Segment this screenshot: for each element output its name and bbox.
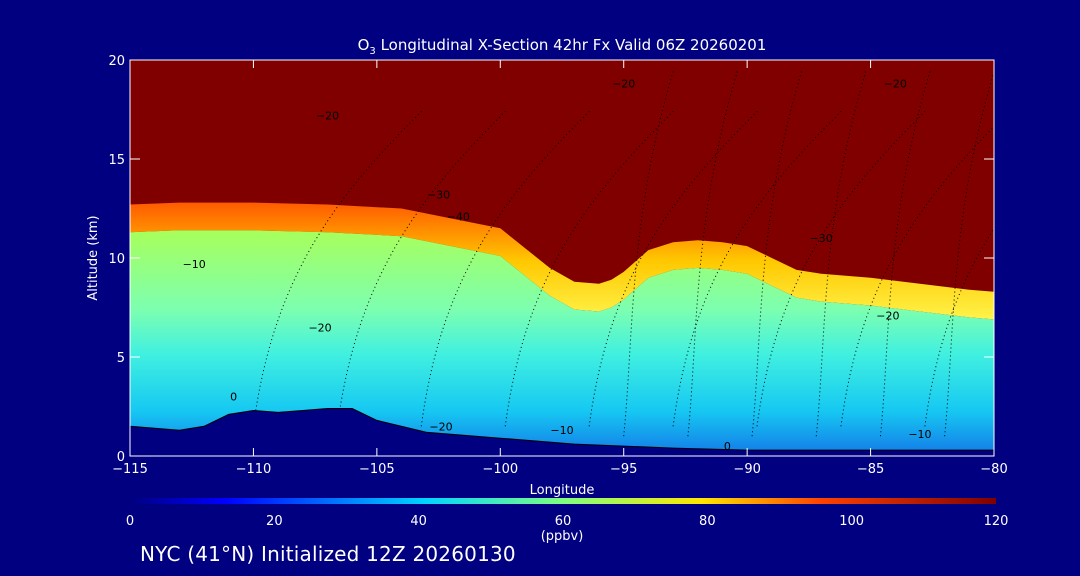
x-tick-label: −90 [733, 462, 760, 477]
contour-label: −10 [550, 424, 573, 437]
tropopause-gradient-band [130, 202, 994, 320]
plot-area: −10 −20 −20 −10 −20 −20 −30 −40 −30 −20 −10 −20 0 0 [130, 60, 994, 456]
contour-label: −30 [427, 189, 450, 202]
x-tick-label: −115 [112, 462, 148, 477]
contour-label: −20 [429, 420, 452, 433]
colorbar-tick-label: 0 [126, 514, 134, 529]
chart-title: O3 Longitudinal X-Section 42hr Fx Valid … [358, 36, 767, 57]
x-axis: −115 −110 −105 −100 −95 −90 −85 −80 [112, 60, 1008, 477]
contour-line [588, 109, 760, 427]
contour-line [336, 109, 508, 427]
x-axis-label: Longitude [530, 483, 595, 498]
contour-line [924, 227, 994, 427]
contour-labels: −10 −20 −20 −10 −20 −20 −30 −40 −30 −20 −10 −20 0 0 [183, 78, 932, 453]
contour-label: −10 [183, 258, 206, 271]
contour-line [252, 109, 424, 427]
y-tick-label: 10 [108, 252, 125, 267]
terrain-mask [130, 408, 994, 456]
x-tick-label: −110 [236, 462, 272, 477]
colorbar-tick-label: 20 [266, 514, 283, 529]
x-tick-label: −80 [980, 462, 1007, 477]
contour-line [672, 109, 844, 427]
colorbar-tick-label: 60 [555, 514, 572, 529]
contour-label: 0 [230, 391, 237, 404]
footer-init-info: NYC (41°N) Initialized 12Z 20260130 [140, 542, 516, 566]
colorbar-tick-label: 120 [984, 514, 1009, 529]
troposphere-fill [130, 230, 994, 456]
colorbar-unit: (ppbv) [541, 529, 584, 544]
contour-line [504, 109, 676, 427]
dotted-contours [252, 69, 994, 437]
colorbar-tick-label: 80 [699, 514, 716, 529]
contour-line [687, 69, 739, 437]
y-tick-label: 5 [117, 351, 125, 366]
contour-line [944, 70, 994, 437]
y-tick-label: 0 [117, 450, 125, 465]
contour-line [756, 109, 928, 427]
contour-line [840, 125, 994, 427]
x-tick-label: −95 [610, 462, 637, 477]
contour-label: −30 [810, 232, 833, 245]
contour-label: −20 [876, 309, 899, 322]
x-tick-label: −100 [482, 462, 518, 477]
contour-label: −40 [447, 210, 470, 223]
colorbar-ticks: 0 20 40 60 80 100 120 [126, 514, 1009, 529]
contour-line [879, 69, 931, 437]
y-tick-label: 15 [108, 153, 125, 168]
contour-label: 0 [724, 440, 731, 453]
y-axis: 0 5 10 15 20 [108, 54, 994, 465]
contour-label: −20 [316, 109, 339, 122]
contour-line [623, 69, 675, 437]
colorbar [130, 498, 996, 504]
contour-label: −20 [884, 78, 907, 91]
contour-label: −10 [908, 428, 931, 441]
colorbar-tick-label: 100 [839, 514, 864, 529]
contour-line [420, 109, 592, 427]
colorbar-tick-label: 40 [410, 514, 427, 529]
y-axis-label: Altitude (km) [86, 215, 101, 300]
x-tick-label: −105 [359, 462, 395, 477]
x-tick-label: −85 [857, 462, 884, 477]
y-tick-label: 20 [108, 54, 125, 69]
contour-label: −20 [308, 321, 331, 334]
contour-line [815, 69, 867, 437]
contour-line [751, 69, 803, 437]
contour-label: −20 [612, 78, 635, 91]
